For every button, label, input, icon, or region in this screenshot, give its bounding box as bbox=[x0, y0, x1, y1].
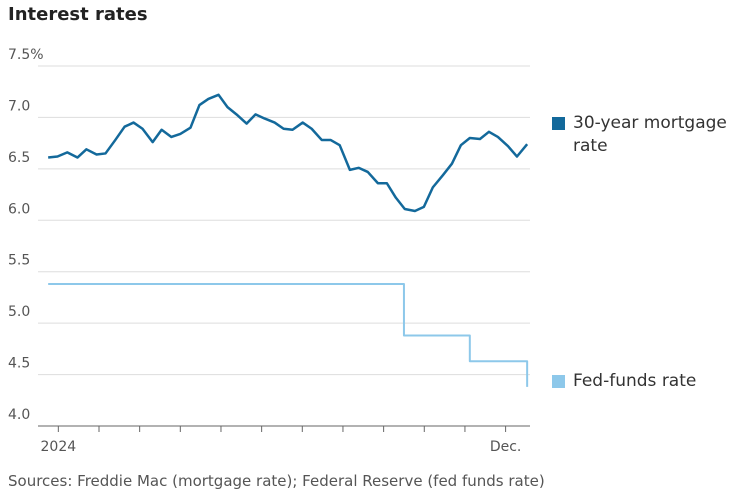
legend-item: Fed-funds rate bbox=[552, 370, 732, 393]
legend-label: 30-year mortgage rate bbox=[573, 113, 727, 156]
series-line bbox=[48, 283, 529, 387]
y-tick-label: 7.0 bbox=[8, 98, 30, 114]
y-tick-label: 6.0 bbox=[8, 201, 30, 217]
y-tick-label: 5.0 bbox=[8, 304, 30, 320]
y-tick-label: 6.5 bbox=[8, 150, 30, 166]
source-note: Sources: Freddie Mac (mortgage rate); Fe… bbox=[8, 472, 545, 490]
legend-item: 30-year mortgage rate bbox=[552, 112, 732, 158]
chart-title: Interest rates bbox=[8, 4, 148, 25]
y-tick-label: 7.5% bbox=[8, 47, 44, 63]
y-tick-label: 4.0 bbox=[8, 407, 30, 423]
x-tick-label: 2024 bbox=[41, 439, 77, 455]
y-tick-label: 5.5 bbox=[8, 253, 30, 269]
y-tick-label: 4.5 bbox=[8, 356, 30, 372]
series-line bbox=[48, 93, 529, 213]
x-tick-label: Dec. bbox=[490, 439, 522, 455]
legend-label: Fed-funds rate bbox=[573, 371, 697, 391]
legend-swatch bbox=[552, 117, 565, 130]
legend-swatch bbox=[552, 375, 565, 388]
